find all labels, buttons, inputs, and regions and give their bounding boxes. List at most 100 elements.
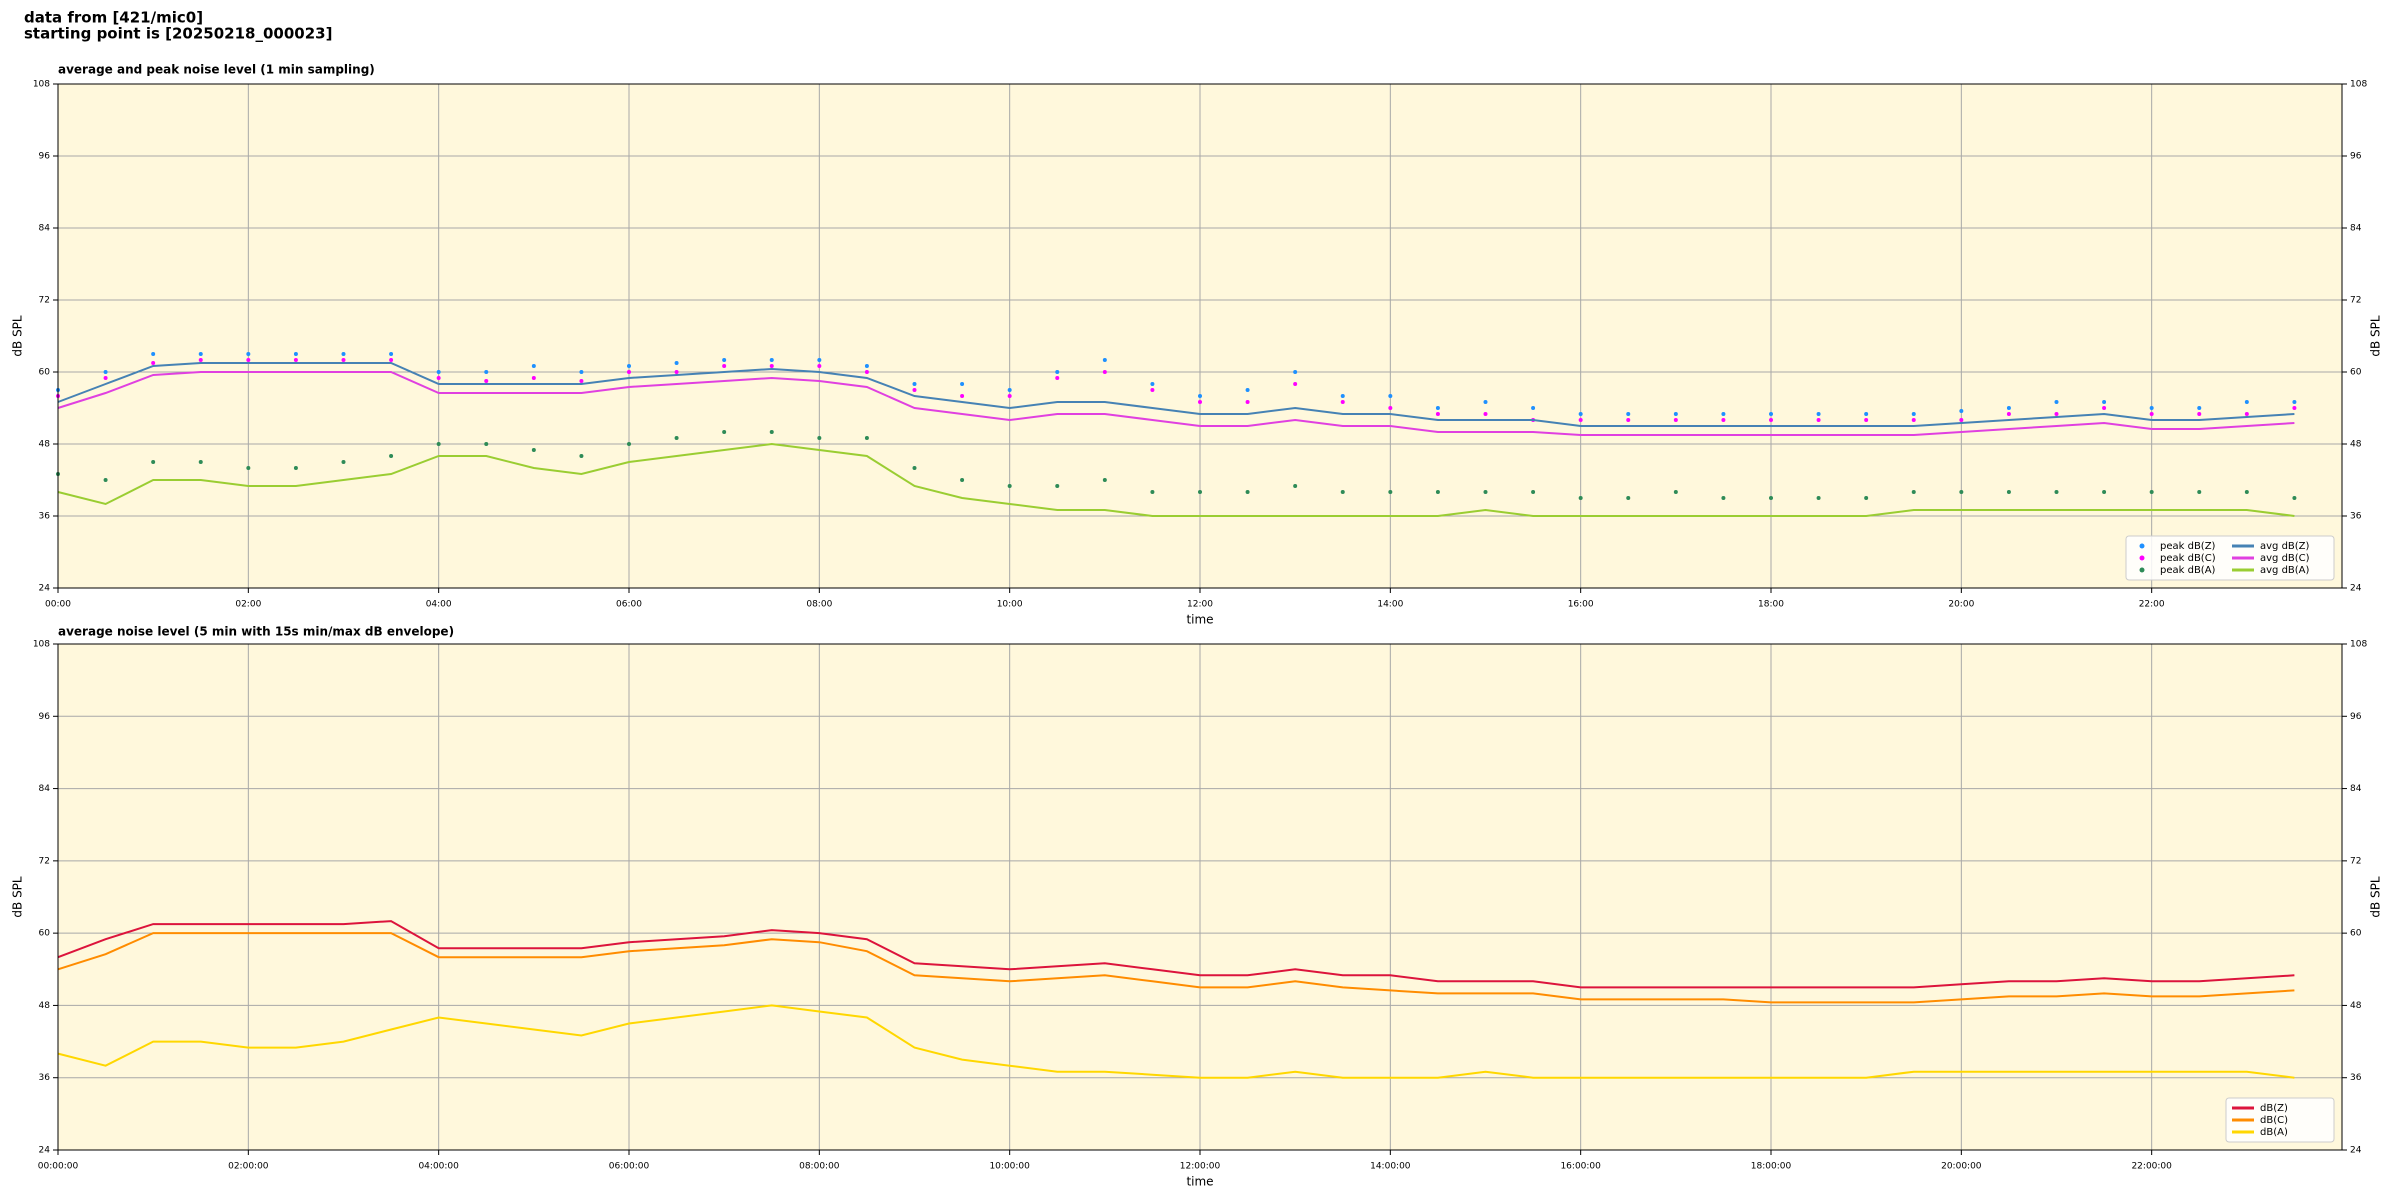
peak-dot bbox=[1102, 478, 1107, 482]
x-tick-label: 04:00 bbox=[426, 600, 452, 610]
x-tick-label: 12:00:00 bbox=[1180, 1162, 1221, 1172]
peak-dot bbox=[341, 358, 346, 362]
peak-dot bbox=[627, 442, 631, 446]
peak-dot bbox=[1007, 388, 1012, 392]
peak-dot bbox=[2149, 406, 2154, 410]
peak-dot bbox=[1150, 490, 1155, 494]
peak-dot bbox=[2054, 490, 2059, 494]
y2-tick-label: 84 bbox=[2350, 224, 2362, 234]
peak-dot bbox=[1055, 370, 1060, 374]
peak-dot bbox=[2197, 406, 2202, 410]
peak-dot bbox=[1435, 490, 1440, 494]
peak-dot bbox=[389, 358, 394, 362]
peak-dot bbox=[960, 382, 965, 386]
peak-dot bbox=[2006, 490, 2011, 494]
peak-dot bbox=[1150, 388, 1155, 392]
peak-dot bbox=[2149, 490, 2154, 494]
peak-dot bbox=[1388, 394, 1393, 398]
peak-dot bbox=[1102, 370, 1107, 374]
peak-dot bbox=[1721, 412, 1726, 416]
x-tick-label: 20:00:00 bbox=[1941, 1162, 1982, 1172]
y2-tick-label: 96 bbox=[2350, 152, 2362, 162]
peak-dot bbox=[2102, 490, 2107, 494]
peak-dot bbox=[1245, 388, 1250, 392]
y2-tick-label: 72 bbox=[2350, 856, 2361, 866]
plot-frame bbox=[57, 643, 2343, 1151]
peak-dot bbox=[198, 460, 203, 464]
y-tick-label: 84 bbox=[39, 224, 51, 234]
legend-label: avg dB(Z) bbox=[2260, 541, 2310, 552]
x-axis-label: time bbox=[1186, 613, 1213, 627]
peak-dot bbox=[1483, 400, 1488, 404]
series-line bbox=[57, 362, 2295, 427]
peak-dot bbox=[1293, 484, 1298, 488]
legend-swatch bbox=[2139, 567, 2145, 573]
x-tick-label: 04:00:00 bbox=[418, 1162, 459, 1172]
peak-dot bbox=[1388, 490, 1393, 494]
peak-dot bbox=[103, 478, 108, 482]
header-start: starting point is [20250218_000023] bbox=[24, 25, 332, 43]
x-tick-label: 10:00:00 bbox=[989, 1162, 1030, 1172]
peak-dot bbox=[1055, 376, 1060, 380]
x-tick-label: 12:00 bbox=[1187, 600, 1213, 610]
peak-dot bbox=[1578, 412, 1583, 416]
peak-dot bbox=[1626, 418, 1631, 422]
peak-dot bbox=[151, 460, 156, 464]
y-tick-label: 60 bbox=[39, 368, 51, 378]
x-tick-label: 00:00 bbox=[45, 600, 71, 610]
y-tick-label: 24 bbox=[39, 1146, 51, 1156]
y-axis-label: dB SPL bbox=[11, 876, 25, 918]
chart-title: average and peak noise level (1 min samp… bbox=[58, 63, 375, 77]
y-tick-label: 72 bbox=[39, 296, 50, 306]
x-tick-label: 02:00 bbox=[235, 600, 261, 610]
y-axis-label: dB SPL bbox=[11, 315, 25, 357]
peak-dot bbox=[817, 364, 822, 368]
peak-dot bbox=[1531, 406, 1536, 410]
y-tick-label: 72 bbox=[39, 856, 50, 866]
peak-dot bbox=[579, 370, 584, 374]
peak-dot bbox=[1578, 418, 1583, 422]
peak-dot bbox=[1435, 406, 1440, 410]
peak-dot bbox=[1769, 412, 1773, 416]
peak-dot bbox=[2006, 412, 2011, 416]
y2-axis-label: dB SPL bbox=[2369, 315, 2383, 357]
peak-dot bbox=[579, 454, 584, 458]
peak-dot bbox=[246, 466, 251, 470]
peak-dot bbox=[1102, 358, 1107, 362]
peak-dot bbox=[1340, 400, 1345, 404]
peak-dot bbox=[1007, 484, 1012, 488]
peak-dot bbox=[2102, 400, 2107, 404]
peak-dot bbox=[1721, 496, 1726, 500]
peak-dot bbox=[1959, 490, 1964, 494]
y-tick-label: 108 bbox=[33, 80, 50, 90]
peak-dot bbox=[627, 364, 631, 368]
y2-tick-label: 108 bbox=[2350, 80, 2367, 90]
series-line bbox=[57, 1004, 2295, 1079]
peak-dot bbox=[1816, 412, 1821, 416]
peak-dot bbox=[2244, 490, 2249, 494]
peak-dot bbox=[531, 364, 536, 368]
peak-dot bbox=[1626, 412, 1631, 416]
peak-dot bbox=[341, 460, 346, 464]
peak-dot bbox=[1245, 490, 1250, 494]
y-tick-label: 60 bbox=[39, 929, 51, 939]
peak-dot bbox=[2149, 412, 2154, 416]
peak-dot bbox=[722, 358, 727, 362]
peak-dot bbox=[864, 370, 869, 374]
peak-dot bbox=[722, 430, 727, 434]
peak-dot bbox=[293, 358, 298, 362]
peak-dot bbox=[1293, 382, 1298, 386]
peak-dot bbox=[1293, 370, 1298, 374]
y2-tick-label: 108 bbox=[2350, 640, 2367, 650]
peak-dot bbox=[1198, 400, 1202, 404]
peak-dot bbox=[627, 370, 631, 374]
peak-dot bbox=[912, 466, 917, 470]
y2-tick-label: 24 bbox=[2350, 1146, 2362, 1156]
x-tick-label: 20:00 bbox=[1948, 600, 1974, 610]
peak-dot bbox=[2102, 406, 2107, 410]
peak-dot bbox=[2054, 412, 2059, 416]
y-tick-label: 84 bbox=[39, 784, 51, 794]
peak-dot bbox=[1388, 406, 1393, 410]
y-tick-label: 96 bbox=[39, 152, 51, 162]
